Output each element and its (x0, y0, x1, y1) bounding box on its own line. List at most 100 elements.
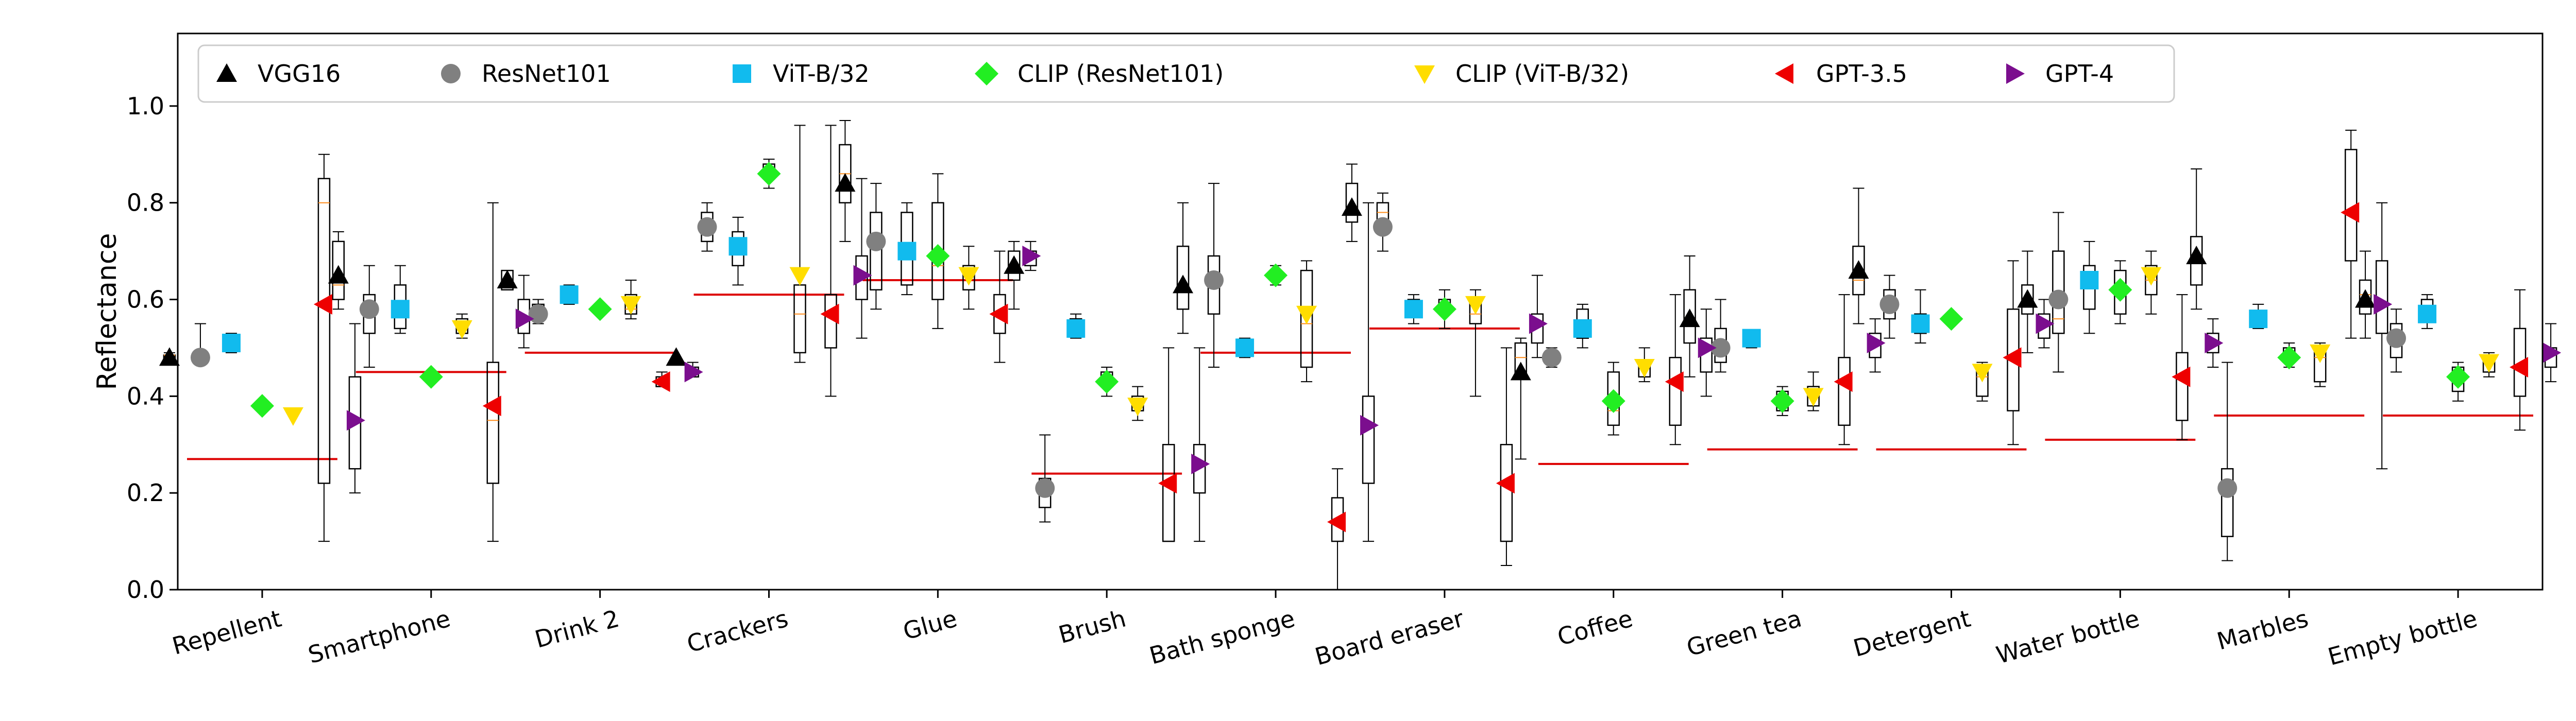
box-vgg16-smartphone (332, 231, 345, 310)
point-vgg16-crackers (666, 347, 687, 366)
point-gpt-3-5-crackers (820, 303, 839, 324)
point-resnet101-bath-sponge (1204, 270, 1224, 290)
legend-marker-clip-resnet101 (975, 62, 998, 85)
point-clip-resnet101-drink-2 (588, 297, 612, 321)
box-iqr (962, 265, 975, 290)
point-gpt-3-5-brush (1158, 473, 1177, 494)
box-vgg16-bath-sponge (1176, 202, 1190, 334)
reference-lines (187, 279, 2533, 475)
y-tick-label: 1.0 (127, 92, 164, 120)
point-clip-vit-b-32-smartphone (451, 320, 472, 339)
box-gpt-3-5-board-eraser (1500, 347, 1513, 566)
y-tick-label: 0.8 (127, 189, 164, 217)
point-clip-resnet101-smartphone (419, 365, 443, 389)
point-clip-resnet101-detergent (1939, 307, 1963, 331)
point-vit-b-32-coffee (1573, 319, 1592, 338)
box-iqr (1300, 269, 1313, 368)
point-gpt-4-green-tea (1867, 333, 1886, 354)
point-gpt-3-5-glue (989, 303, 1008, 324)
point-clip-resnet101-glue (926, 244, 950, 268)
point-vgg16-detergent (1848, 260, 1869, 279)
point-gpt-3-5-drink-2 (651, 371, 670, 392)
legend-label-gpt-4: GPT-4 (2045, 60, 2114, 88)
point-vit-b-32-smartphone (391, 300, 410, 319)
point-clip-vit-b-32-water-bottle (2141, 267, 2162, 286)
point-clip-resnet101-water-bottle (2108, 278, 2132, 302)
y-tick-label: 0.2 (127, 479, 164, 507)
y-axis: 0.0 0.2 0.4 0.6 0.8 1.0 (127, 92, 178, 604)
point-gpt-4-water-bottle (2205, 333, 2224, 354)
point-clip-vit-b-32-brush (1127, 398, 1148, 417)
point-gpt-3-5-bath-sponge (1327, 511, 1346, 533)
box-gpt-3-5-repellent (317, 153, 331, 542)
box-iqr (1683, 289, 1696, 344)
point-vit-b-32-empty-bottle (2418, 304, 2437, 323)
point-vit-b-32-marbles (2249, 310, 2268, 329)
y-tick-label: 0.4 (127, 382, 164, 410)
box-gpt-3-5-smartphone (486, 202, 500, 542)
box-iqr (1345, 182, 1359, 223)
legend-label-vgg16: VGG16 (258, 60, 341, 88)
point-gpt-3-5-water-bottle (2172, 366, 2191, 387)
y-tick-label: 0.6 (127, 286, 164, 314)
point-resnet101-green-tea (1710, 338, 1731, 358)
box-iqr (486, 362, 500, 484)
point-gpt-4-brush (1191, 453, 1210, 474)
legend-marker-gpt-4 (2006, 63, 2025, 84)
point-vit-b-32-board-eraser (1404, 300, 1423, 319)
point-clip-resnet101-empty-bottle (2446, 365, 2470, 389)
point-resnet101-water-bottle (2048, 289, 2069, 310)
box-iqr (2359, 279, 2372, 315)
box-gpt-3-5-water-bottle (2176, 294, 2189, 440)
legend-label-gpt-3-5: GPT-3.5 (1816, 60, 1907, 88)
point-clip-vit-b-32-drink-2 (620, 296, 641, 315)
plot-frame (177, 32, 2544, 591)
legend-marker-vgg16 (216, 63, 237, 82)
point-clip-resnet101-repellent (250, 394, 274, 418)
point-vit-b-32-crackers (728, 237, 748, 256)
point-resnet101-crackers (697, 217, 717, 237)
point-gpt-4-smartphone (515, 308, 534, 330)
box-iqr (2176, 352, 2189, 421)
point-clip-vit-b-32-detergent (1972, 364, 1993, 383)
point-vgg16-marbles (2186, 246, 2207, 264)
point-resnet101-coffee (1541, 348, 1562, 368)
point-vit-b-32-detergent (1911, 314, 1930, 333)
point-vgg16-board-eraser (1341, 197, 1362, 216)
point-gpt-4-board-eraser (1529, 313, 1548, 334)
point-gpt-3-5-board-eraser (1496, 473, 1515, 494)
point-clip-resnet101-crackers (757, 162, 781, 186)
point-resnet101-detergent (1879, 294, 1900, 314)
point-clip-resnet101-brush (1095, 370, 1119, 394)
legend: VGG16 ResNet101 ViT-B/32 CLIP (ResNet101) CL… (197, 44, 2175, 103)
box-iqr (332, 241, 345, 300)
box-clip-vit-b-32-glue (962, 246, 975, 310)
point-clip-vit-b-32-coffee (1634, 359, 1655, 377)
point-gpt-3-5-smartphone (482, 396, 501, 417)
point-resnet101-drink-2 (528, 304, 548, 324)
point-resnet101-repellent (190, 348, 210, 368)
box-clip-vit-b-32-marbles (2313, 342, 2327, 387)
y-axis-title: Reflectance (92, 233, 123, 390)
point-gpt-3-5-empty-bottle (2510, 357, 2529, 377)
box-gpt-4-brush (1193, 347, 1206, 542)
legend-label-vit-b-32: ViT-B/32 (773, 60, 870, 88)
point-clip-vit-b-32-green-tea (1803, 388, 1824, 407)
point-vit-b-32-glue (897, 242, 917, 261)
legend-marker-vit-b-32 (733, 64, 751, 83)
box-clip-vit-b-32-water-bottle (2145, 250, 2158, 315)
point-gpt-4-coffee (1698, 337, 1717, 358)
legend-label-resnet101: ResNet101 (482, 60, 611, 88)
point-vit-b-32-green-tea (1742, 329, 1761, 348)
point-clip-vit-b-32-bath-sponge (1296, 305, 1317, 324)
legend-marker-gpt-3-5 (1775, 63, 1793, 84)
box-iqr (1500, 444, 1513, 542)
box-gpt-3-5-crackers (824, 125, 837, 397)
box-iqr (870, 212, 883, 290)
point-resnet101-board-eraser (1372, 217, 1393, 237)
point-clip-vit-b-32-empty-bottle (2479, 354, 2500, 373)
point-gpt-4-crackers (853, 265, 872, 286)
box-iqr (1669, 356, 1682, 426)
point-resnet101-glue (866, 231, 886, 251)
point-resnet101-empty-bottle (2386, 328, 2406, 348)
